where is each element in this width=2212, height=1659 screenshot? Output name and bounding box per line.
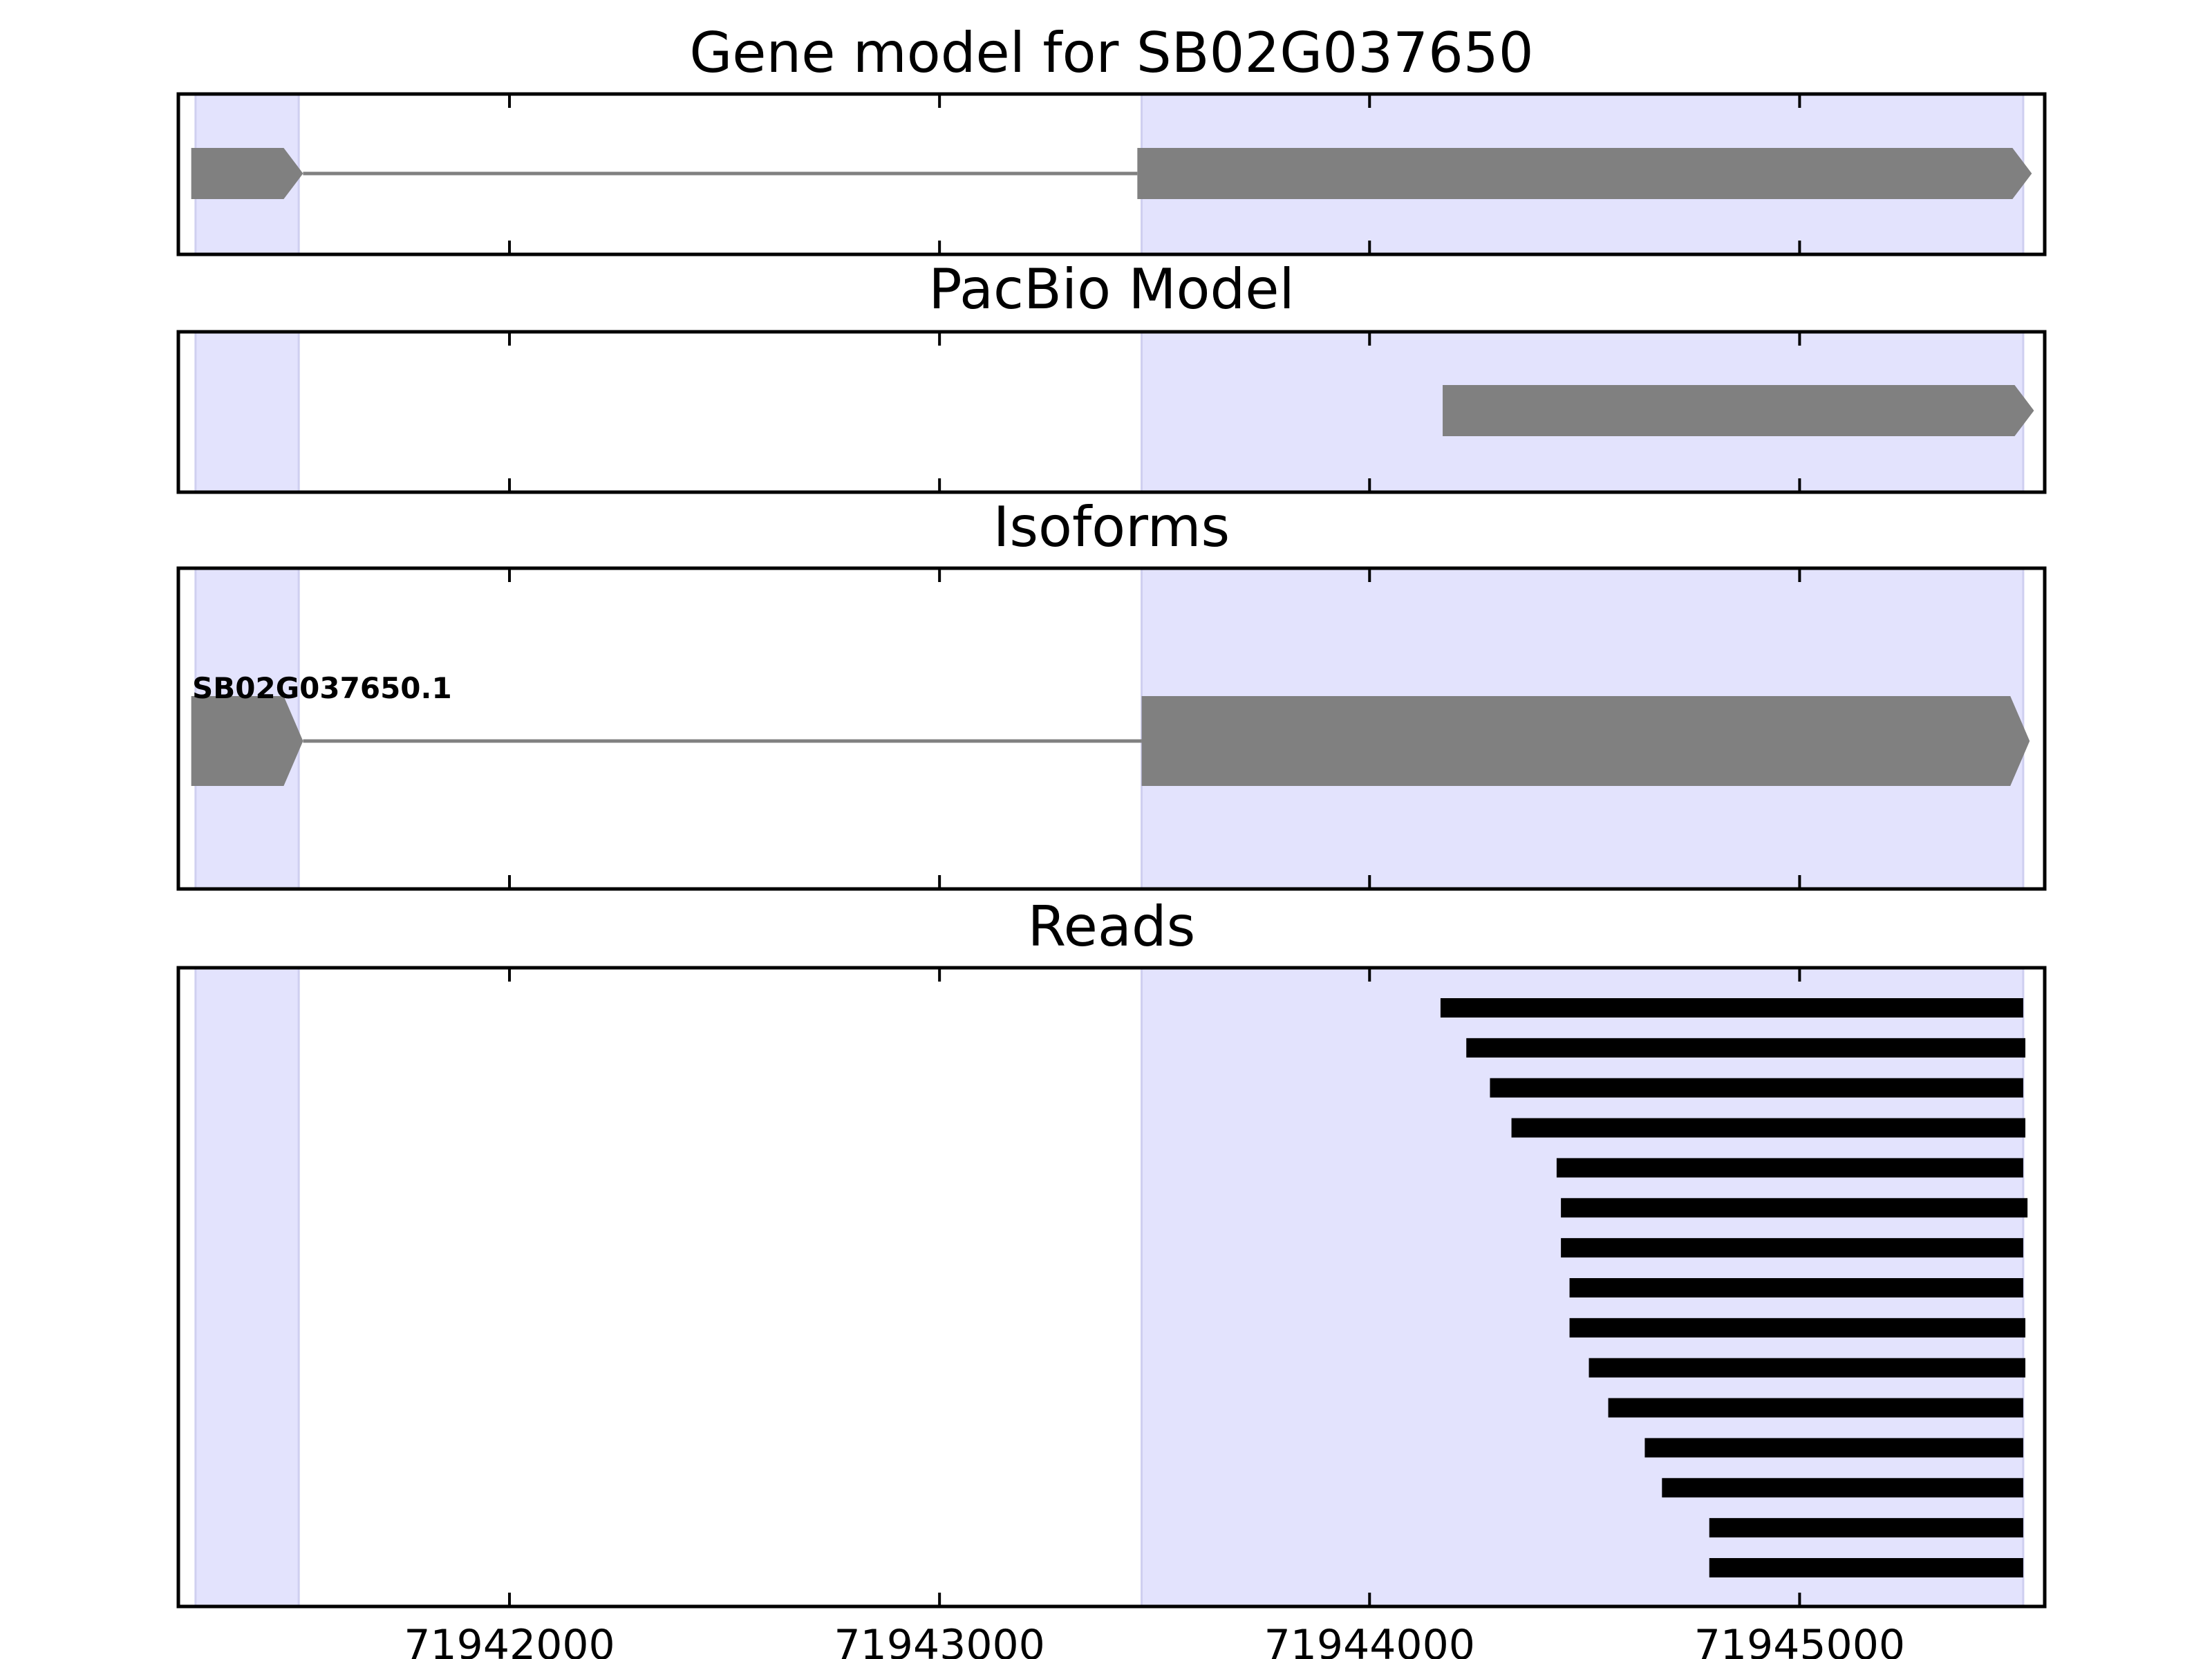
axes-frame bbox=[176, 966, 2047, 1609]
read bbox=[1709, 1558, 2023, 1577]
read bbox=[1561, 1198, 2028, 1218]
axes-frame bbox=[176, 566, 2047, 891]
panel-title: Isoforms bbox=[993, 495, 1230, 559]
panel-title: Reads bbox=[1028, 894, 1196, 959]
panel-1: PacBio Model bbox=[176, 257, 2047, 494]
read bbox=[1662, 1478, 2023, 1498]
exon bbox=[1137, 148, 2032, 199]
read bbox=[1556, 1158, 2023, 1178]
isoform-label: SB02G037650.1 bbox=[192, 671, 452, 705]
read bbox=[1466, 1038, 2026, 1058]
panel-title: Gene model for SB02G037650 bbox=[689, 21, 1533, 85]
read bbox=[1440, 998, 2023, 1018]
read bbox=[1569, 1278, 2023, 1297]
panel-0: Gene model for SB02G037650 bbox=[176, 21, 2047, 256]
exon bbox=[1141, 696, 2030, 786]
panel-3: Reads bbox=[176, 894, 2047, 1609]
read bbox=[1644, 1438, 2023, 1458]
x-tick-label: 71945000 bbox=[1694, 1621, 1905, 1659]
read bbox=[1608, 1398, 2023, 1418]
exon bbox=[1443, 385, 2034, 436]
x-tick-label: 71943000 bbox=[834, 1621, 1044, 1659]
read bbox=[1569, 1318, 2026, 1338]
read bbox=[1588, 1358, 2026, 1378]
highlight-region bbox=[194, 966, 300, 1608]
exon bbox=[191, 696, 303, 786]
x-tick-label: 71942000 bbox=[404, 1621, 615, 1659]
panel-2: Isoforms SB02G037650.1 bbox=[176, 495, 2047, 891]
axes-frame bbox=[176, 330, 2047, 494]
read bbox=[1490, 1078, 2023, 1098]
axes-frame bbox=[176, 92, 2047, 256]
highlight-region bbox=[194, 330, 300, 494]
read bbox=[1561, 1238, 2023, 1258]
x-tick-label: 71944000 bbox=[1264, 1621, 1475, 1659]
read bbox=[1511, 1118, 2026, 1138]
panel-title: PacBio Model bbox=[928, 257, 1294, 321]
exon bbox=[191, 148, 303, 199]
read bbox=[1709, 1518, 2023, 1538]
